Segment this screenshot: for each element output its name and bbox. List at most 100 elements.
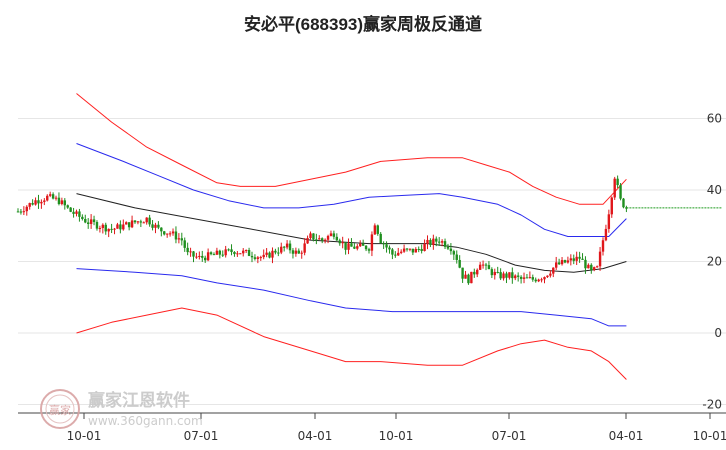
candle-body (569, 258, 573, 261)
grid (18, 118, 726, 405)
candle-body (37, 200, 40, 204)
candle-body (92, 219, 96, 223)
chart-title: 安必平(688393)赢家周极反通道 (244, 14, 482, 34)
candle-body (40, 201, 43, 204)
candle-body (604, 228, 608, 241)
candle-body (116, 224, 119, 229)
candle-body (438, 241, 441, 243)
y-tick-label: 20 (707, 255, 722, 269)
candle-body (250, 255, 254, 258)
candle-body (84, 218, 87, 223)
candle-body (145, 217, 148, 223)
candle-body (490, 269, 494, 276)
candle-body (376, 225, 379, 234)
candle-body (259, 257, 262, 259)
candle-body (119, 224, 122, 230)
candle-body (464, 274, 467, 279)
candle-body (560, 260, 564, 265)
candle-body (461, 267, 464, 279)
candle-body (326, 235, 330, 240)
candle-body (54, 197, 58, 199)
watermark-logo-text: 赢家 (49, 403, 71, 417)
candle-body (87, 222, 90, 224)
candle-body (224, 249, 227, 256)
candle-body (329, 233, 333, 236)
candle-body (157, 224, 160, 228)
candle-body (481, 264, 485, 266)
candle-body (312, 233, 315, 240)
candle-body (499, 272, 502, 279)
candle-body (440, 241, 444, 243)
candle-body (136, 221, 140, 223)
candle-body (399, 251, 403, 253)
candle-body (192, 251, 195, 257)
candle-body (195, 256, 198, 258)
candle-body (127, 222, 131, 228)
candle-body (323, 239, 327, 241)
candle-body (110, 228, 113, 230)
candle-body (268, 252, 271, 258)
candle-body (470, 271, 473, 284)
candle-body (43, 200, 46, 202)
x-tick-label: 04-01 (298, 429, 333, 443)
candle-body (230, 249, 233, 253)
candle-body (183, 240, 186, 248)
candle-body (300, 252, 303, 254)
candle-body (63, 200, 66, 206)
candle-body (552, 267, 555, 274)
candle-body (256, 257, 260, 259)
candle-body (285, 243, 289, 248)
candle-body (174, 231, 178, 240)
candle-body (575, 256, 578, 261)
candle-body (107, 228, 110, 232)
candle-body (332, 233, 336, 237)
x-tick-label: 04-01 (609, 429, 644, 443)
candle-body (443, 241, 447, 247)
y-tick-label: 40 (707, 183, 722, 197)
candle-body (566, 260, 570, 263)
candle-body (610, 197, 613, 215)
candle-body (619, 185, 622, 199)
candle-body (373, 225, 377, 235)
candle-body (198, 255, 201, 257)
candle-body (125, 222, 128, 225)
candle-body (95, 222, 99, 229)
candle-body (303, 243, 306, 253)
inner-band-lower (76, 268, 627, 327)
candle-body (505, 273, 508, 278)
candle-body (297, 250, 300, 254)
candle-body (75, 211, 78, 214)
outer-band-lower (76, 307, 627, 380)
candle-body (414, 249, 417, 253)
candle-body (291, 250, 295, 254)
candle-body (247, 250, 251, 256)
candle-body (315, 239, 318, 241)
candle-body (598, 251, 602, 267)
candle-body (227, 249, 230, 251)
outer-band-upper (76, 93, 627, 205)
candle-body (16, 211, 20, 213)
candle-body (163, 231, 166, 235)
candle-body (142, 222, 145, 224)
x-tick-label: 10-01 (67, 429, 102, 443)
candle-body (511, 272, 514, 279)
candle-body (104, 224, 107, 232)
candle-body (48, 194, 52, 196)
candle-body (262, 254, 265, 258)
candle-body (516, 275, 520, 277)
candle-body (367, 249, 371, 251)
candle-body (402, 248, 406, 252)
candle-body (555, 262, 558, 268)
candle-body (218, 250, 222, 255)
candle-body (180, 238, 183, 241)
candle-body (89, 219, 93, 224)
candle-body (22, 211, 26, 213)
candle-body (493, 271, 496, 276)
candle-body (72, 211, 75, 214)
candle-body (519, 276, 523, 279)
candle-body (435, 238, 438, 242)
candle-body (306, 238, 309, 244)
candle-body (133, 220, 137, 223)
candle-body (274, 250, 277, 253)
candle-body (417, 249, 420, 251)
